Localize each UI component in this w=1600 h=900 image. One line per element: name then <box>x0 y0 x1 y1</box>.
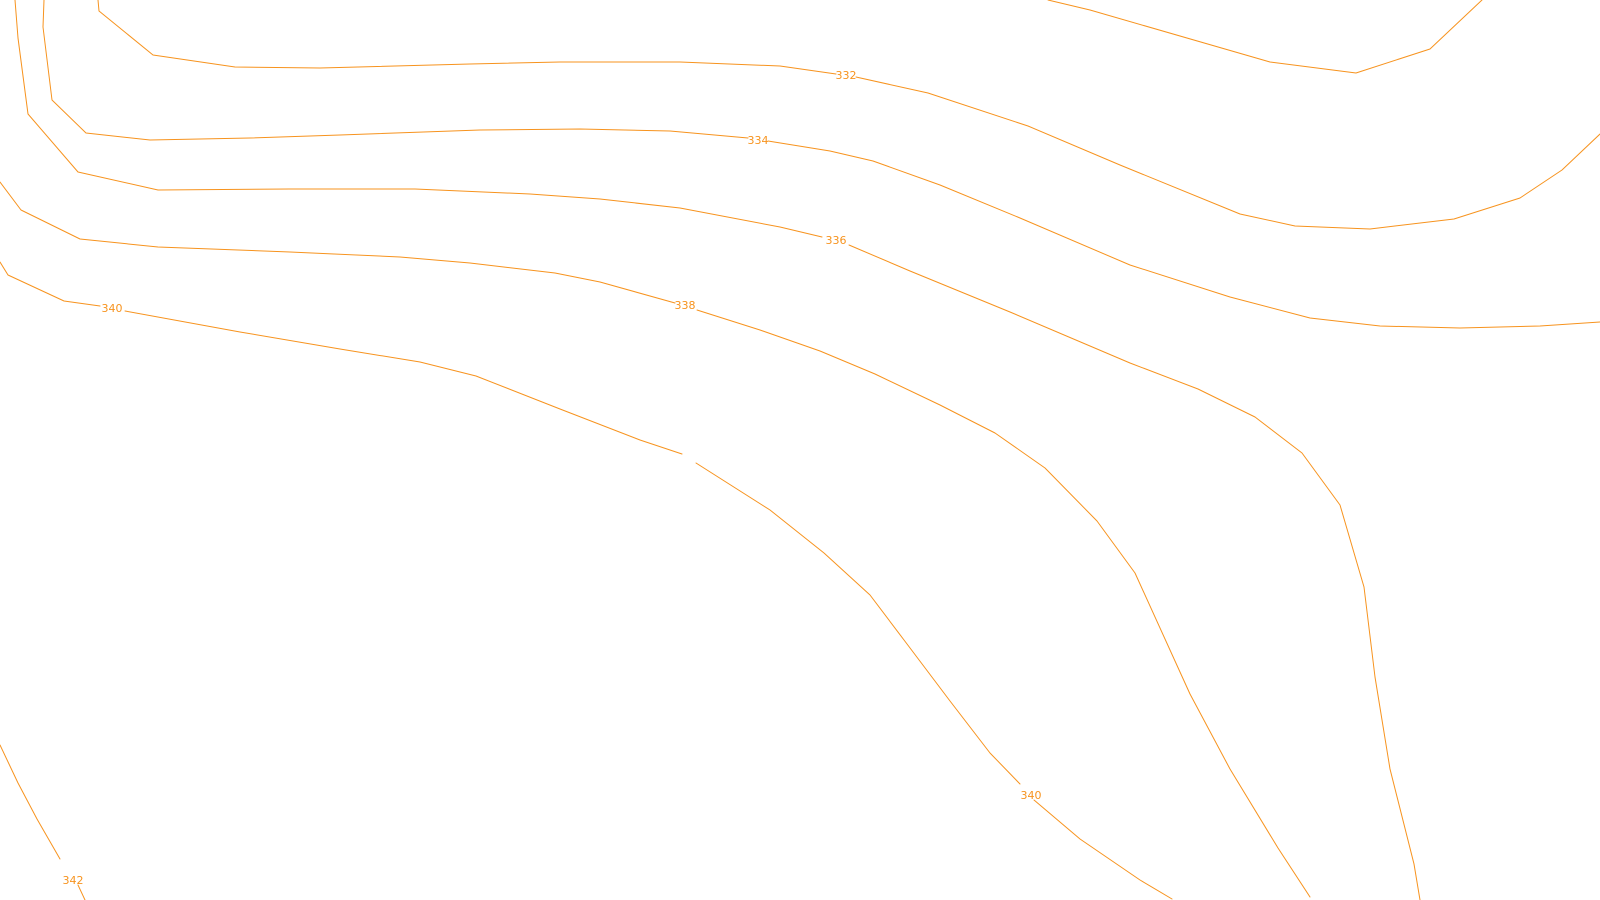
contour-line <box>97 0 1600 230</box>
contour-line <box>42 0 1600 329</box>
contour-label-332: 332 <box>836 69 857 82</box>
contour-line <box>0 261 1173 900</box>
contour-line <box>0 181 1311 898</box>
contour-label-336: 336 <box>826 234 847 247</box>
contour-label-340: 340 <box>102 302 123 315</box>
contour-label-338: 338 <box>675 299 696 312</box>
contour-line <box>0 744 86 900</box>
contour-line <box>14 0 1421 900</box>
contour-labels-group: 332 334 336 338 340 340 342 <box>63 69 1042 887</box>
contour-line <box>1047 0 1483 74</box>
contour-label-340: 340 <box>1021 789 1042 802</box>
contour-label-334: 334 <box>748 134 769 147</box>
contour-label-342: 342 <box>63 874 84 887</box>
